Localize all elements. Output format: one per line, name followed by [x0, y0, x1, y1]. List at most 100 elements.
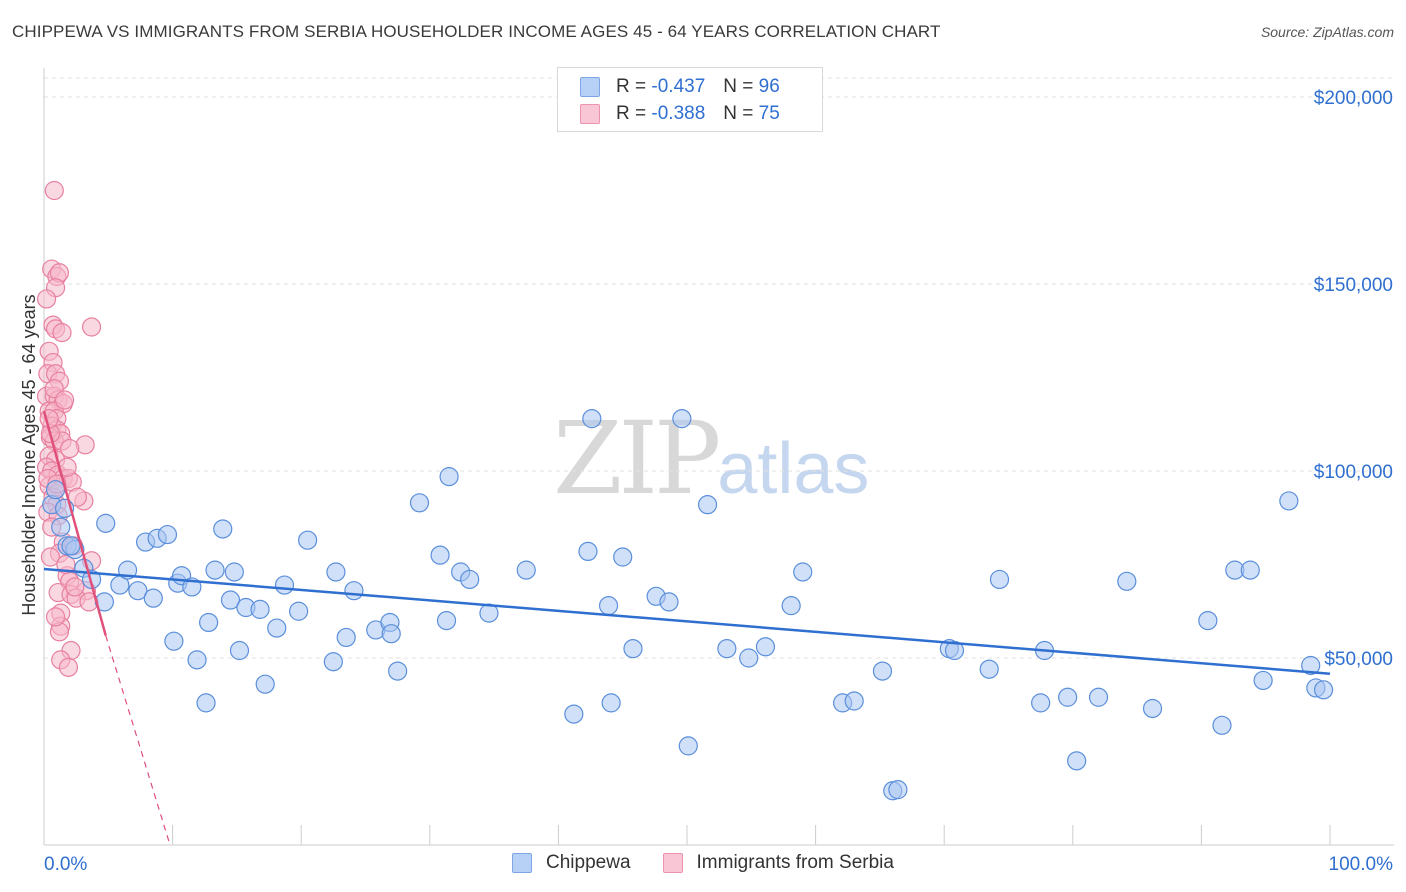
chippewa-point: [598, 596, 619, 616]
chippewa-points: [42, 409, 1334, 801]
chippewa-point: [267, 618, 287, 638]
chippewa-point: [601, 693, 621, 713]
chippewa-point: [678, 736, 698, 756]
legend-n-label: N =: [723, 103, 754, 124]
chippewa-point: [1313, 680, 1334, 700]
serbia-point: [81, 317, 102, 337]
chippewa-point: [1240, 560, 1260, 580]
y-tick-label: $100,000: [1314, 462, 1393, 483]
chippewa-point: [739, 648, 759, 668]
chippewa-point: [1279, 491, 1299, 511]
legend-n-value: 96: [758, 76, 780, 97]
chippewa-point: [755, 637, 776, 657]
chippewa-point: [409, 493, 430, 513]
chippewa-point: [187, 650, 207, 670]
serbia-point: [60, 438, 80, 459]
chippewa-point: [872, 661, 893, 681]
legend-n-value: 75: [758, 103, 780, 124]
serbia-point: [40, 547, 61, 567]
chippewa-point: [1117, 571, 1137, 591]
legend-r-value: -0.388: [651, 103, 706, 124]
chippewa-point: [516, 560, 536, 580]
chippewa-point: [781, 596, 801, 616]
chippewa-point: [157, 524, 178, 545]
y-axis-title: Householder Income Ages 45 - 64 years: [19, 294, 39, 615]
serbia-point: [36, 289, 57, 309]
series-legend-chippewa: Chippewa: [512, 852, 631, 874]
chippewa-swatch: [580, 77, 600, 97]
chippewa-point: [381, 624, 401, 644]
x-tick-label: 0.0%: [44, 854, 87, 875]
axis-labels: $50,000 $100,000 $150,000 $200,000 0.0% 100.0…: [19, 88, 1393, 875]
chippewa-point: [564, 704, 584, 724]
y-tick-label: $200,000: [1314, 88, 1393, 109]
chippewa-point: [1212, 715, 1232, 735]
chippewa-point: [326, 562, 346, 582]
chippewa-point: [128, 581, 148, 601]
chippewa-point: [250, 599, 270, 619]
trend-lines: [42, 410, 1331, 846]
y-tick-label: $150,000: [1314, 275, 1393, 296]
chippewa-point: [888, 780, 908, 800]
chippewa-point: [844, 691, 864, 711]
chippewa-point: [220, 590, 241, 610]
chippewa-point: [224, 562, 244, 582]
chippewa-point: [430, 545, 450, 565]
correlation-legend: R = -0.437 N = 96 R = -0.388 N = 75: [557, 67, 823, 132]
chippewa-point: [436, 610, 457, 631]
serbia-point: [58, 657, 79, 677]
chippewa-point: [613, 547, 633, 567]
legend-n-label: N =: [723, 76, 754, 97]
chippewa-point: [1198, 610, 1218, 631]
chippewa-point: [439, 467, 459, 487]
legend-r-label: R =: [616, 76, 647, 97]
chippewa-point: [323, 652, 343, 672]
series-legend-serbia: Immigrants from Serbia: [662, 852, 894, 874]
chart-title: CHIPPEWA VS IMMIGRANTS FROM SERBIA HOUSE…: [12, 22, 941, 41]
serbia-point: [56, 554, 76, 575]
chippewa-point: [196, 693, 216, 713]
chippewa-point: [1058, 687, 1078, 707]
chippewa-point: [388, 661, 408, 681]
watermark-zip: ZIP: [553, 400, 721, 517]
chippewa-point: [344, 581, 364, 601]
chippewa-point: [336, 627, 356, 648]
watermark: ZIPatlas: [553, 400, 869, 517]
chippewa-point: [460, 569, 480, 590]
legend-r-label: R =: [616, 103, 647, 124]
serbia-legend-swatch: [662, 853, 683, 873]
serbia-trend-extension: [105, 635, 171, 846]
chippewa-point: [578, 541, 598, 562]
chippewa-point: [1031, 693, 1051, 713]
chippewa-point: [51, 517, 71, 537]
grid-lines: [44, 77, 1394, 659]
chippewa-point: [289, 601, 309, 621]
serbia-point: [54, 390, 75, 410]
chippewa-point: [298, 530, 318, 550]
chippewa-point: [213, 519, 233, 539]
chippewa-point: [1142, 698, 1163, 719]
serbia-legend-label: Immigrants from Serbia: [696, 852, 894, 873]
watermark-atlas: atlas: [717, 429, 870, 509]
chippewa-point: [697, 495, 718, 515]
chippewa-point: [793, 562, 813, 582]
series-legend: Chippewa Immigrants from Serbia: [0, 852, 1406, 874]
chippewa-point: [61, 536, 81, 556]
legend-row-chippewa: R = -0.437 N = 96: [580, 74, 780, 100]
chippewa-point: [1067, 751, 1087, 771]
serbia-point: [44, 180, 64, 201]
serbia-trend-line: [42, 410, 107, 636]
source-label: Source: ZipAtlas.com: [1260, 24, 1394, 40]
serbia-points: [36, 180, 102, 677]
chippewa-point: [1301, 655, 1321, 676]
chippewa-point: [989, 569, 1010, 590]
legend-row-serbia: R = -0.388 N = 75: [580, 101, 780, 127]
chippewa-point: [199, 612, 219, 633]
axes: [43, 68, 1394, 846]
chippewa-point: [944, 640, 965, 661]
chippewa-point: [1088, 687, 1109, 707]
chippewa-point: [1253, 670, 1273, 691]
chippewa-point: [582, 409, 602, 429]
chippewa-point: [979, 659, 999, 679]
